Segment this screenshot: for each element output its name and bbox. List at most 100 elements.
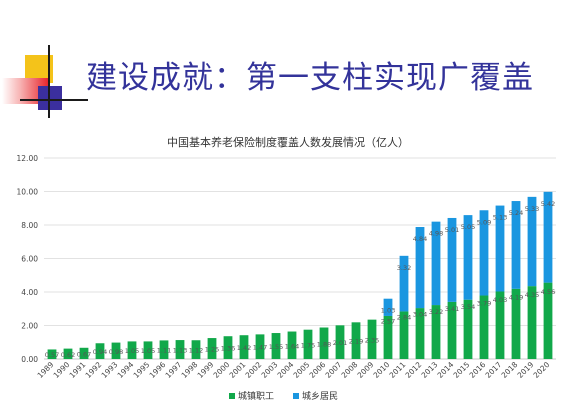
x-tick-label: 2013 bbox=[420, 360, 440, 380]
data-label-urban-employee: 2.84 bbox=[397, 313, 411, 321]
bar-urban-employee bbox=[415, 308, 425, 359]
bar-urban-employee bbox=[527, 286, 537, 359]
deco-horizontal-line bbox=[20, 99, 88, 101]
data-label-urban-rural-resident: 5.24 bbox=[509, 209, 523, 217]
bar-urban-employee bbox=[47, 349, 57, 359]
data-label-urban-employee: 1.64 bbox=[285, 342, 299, 350]
data-label-urban-employee: 2.01 bbox=[333, 339, 347, 347]
data-label-urban-employee: 0.94 bbox=[93, 348, 107, 356]
data-label-urban-rural-resident: 5.13 bbox=[493, 214, 507, 222]
data-label-urban-employee: 1.36 bbox=[221, 345, 235, 353]
bar-urban-rural-resident bbox=[479, 210, 489, 296]
bar-urban-employee bbox=[271, 333, 281, 359]
legend-swatch bbox=[293, 393, 299, 399]
y-tick-label: 2.00 bbox=[21, 322, 38, 331]
x-tick-label: 1991 bbox=[68, 360, 88, 380]
x-tick-label: 2005 bbox=[292, 360, 312, 380]
x-tick-label: 2003 bbox=[260, 360, 280, 380]
bar-urban-employee bbox=[79, 347, 89, 359]
data-label-urban-rural-resident: 4.98 bbox=[429, 230, 443, 238]
bar-urban-rural-resident bbox=[447, 217, 457, 302]
bar-urban-employee bbox=[303, 329, 313, 359]
x-tick-label: 2017 bbox=[484, 360, 504, 380]
x-tick-label: 2011 bbox=[388, 360, 408, 380]
x-tick-label: 2007 bbox=[324, 360, 344, 380]
bar-urban-employee bbox=[431, 305, 441, 359]
data-label-urban-rural-resident: 5.05 bbox=[461, 223, 475, 231]
bar-urban-employee bbox=[127, 341, 137, 359]
bar-urban-employee bbox=[111, 342, 121, 359]
x-tick-label: 2016 bbox=[468, 360, 488, 380]
bar-urban-employee bbox=[143, 341, 153, 359]
bar-urban-employee bbox=[287, 331, 297, 359]
bar-urban-rural-resident bbox=[399, 255, 409, 312]
data-label-urban-rural-resident: 5.33 bbox=[525, 205, 539, 213]
data-label-urban-employee: 3.79 bbox=[477, 299, 491, 307]
x-tick-label: 1990 bbox=[52, 360, 72, 380]
data-label-urban-employee: 0.57 bbox=[45, 351, 59, 359]
x-tick-label: 2015 bbox=[452, 360, 472, 380]
x-tick-label: 1996 bbox=[148, 360, 168, 380]
x-tick-label: 2006 bbox=[308, 360, 328, 380]
data-label-urban-employee: 1.13 bbox=[173, 347, 187, 355]
data-label-urban-employee: 1.11 bbox=[157, 347, 171, 355]
deco-vertical-line bbox=[48, 45, 50, 118]
x-tick-label: 2002 bbox=[244, 360, 264, 380]
bar-urban-employee bbox=[543, 282, 553, 359]
data-label-urban-employee: 0.98 bbox=[109, 348, 123, 356]
data-label-urban-employee: 0.67 bbox=[77, 350, 91, 358]
data-label-urban-rural-resident: 1.03 bbox=[381, 307, 395, 315]
chart-title: 中国基本养老保险制度覆盖人数发展情况（亿人） bbox=[167, 135, 409, 149]
bar-urban-employee bbox=[207, 338, 217, 359]
x-tick-label: 1997 bbox=[164, 360, 184, 380]
bar-urban-employee bbox=[175, 340, 185, 359]
deco-blue-square bbox=[38, 86, 62, 110]
data-label-urban-employee: 1.55 bbox=[269, 343, 283, 351]
data-label-urban-employee: 1.25 bbox=[205, 346, 219, 354]
bar-urban-employee bbox=[255, 334, 265, 359]
data-label-urban-employee: 1.12 bbox=[189, 347, 203, 355]
bar-urban-employee bbox=[191, 340, 201, 359]
data-label-urban-employee: 3.54 bbox=[461, 303, 475, 311]
bar-urban-rural-resident bbox=[495, 205, 505, 292]
data-label-urban-employee: 1.47 bbox=[253, 344, 267, 352]
x-tick-label: 1994 bbox=[116, 360, 136, 380]
x-tick-label: 2018 bbox=[500, 360, 520, 380]
bar-urban-employee bbox=[351, 322, 361, 359]
legend-swatch bbox=[229, 393, 235, 399]
x-tick-label: 2008 bbox=[340, 360, 360, 380]
bar-urban-rural-resident bbox=[511, 201, 521, 289]
bar-urban-employee bbox=[335, 325, 345, 359]
x-tick-label: 2000 bbox=[212, 360, 232, 380]
y-tick-label: 8.00 bbox=[21, 221, 38, 230]
data-label-urban-rural-resident: 5.01 bbox=[445, 226, 459, 234]
data-label-urban-employee: 4.56 bbox=[541, 288, 555, 296]
x-tick-label: 1998 bbox=[180, 360, 200, 380]
data-label-urban-employee: 0.62 bbox=[61, 351, 75, 359]
bar-urban-employee bbox=[383, 315, 393, 359]
bar-urban-rural-resident bbox=[415, 227, 425, 309]
y-tick-label: 10.00 bbox=[17, 188, 39, 197]
bar-urban-rural-resident bbox=[431, 221, 441, 306]
y-tick-label: 4.00 bbox=[21, 288, 38, 297]
data-label-urban-rural-resident: 3.32 bbox=[397, 264, 411, 272]
data-label-urban-employee: 4.35 bbox=[525, 291, 539, 299]
data-label-urban-employee: 4.19 bbox=[509, 294, 523, 302]
bar-urban-employee bbox=[479, 295, 489, 359]
data-label-urban-employee: 2.19 bbox=[349, 338, 363, 346]
x-tick-label: 1989 bbox=[36, 360, 56, 380]
data-label-urban-employee: 1.05 bbox=[141, 347, 155, 355]
data-label-urban-rural-resident: 5.42 bbox=[541, 200, 555, 208]
data-label-urban-employee: 3.41 bbox=[445, 305, 459, 313]
x-tick-label: 1993 bbox=[100, 360, 120, 380]
x-tick-label: 2020 bbox=[532, 360, 552, 380]
bar-urban-employee bbox=[159, 340, 169, 359]
bar-urban-employee bbox=[223, 336, 233, 359]
legend-label: 城镇职工 bbox=[238, 390, 274, 402]
x-tick-label: 2009 bbox=[356, 360, 376, 380]
y-tick-label: 12.00 bbox=[17, 154, 39, 163]
bar-urban-rural-resident bbox=[543, 191, 553, 283]
legend-label: 城乡居民 bbox=[302, 391, 338, 402]
data-label-urban-employee: 1.88 bbox=[317, 340, 331, 348]
